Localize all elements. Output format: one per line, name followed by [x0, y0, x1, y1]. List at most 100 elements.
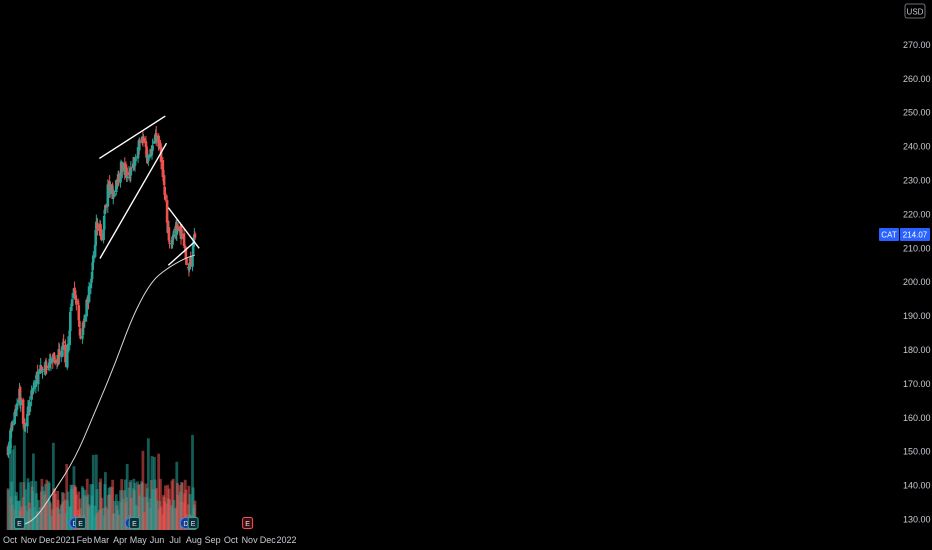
earnings-icon	[75, 517, 87, 529]
volume-bar	[51, 442, 55, 530]
trendline-triangle-lower[interactable]	[167, 240, 196, 266]
event-marker-earnings[interactable]: E	[187, 517, 199, 529]
candle-body	[74, 295, 78, 300]
candle-body	[142, 138, 146, 143]
candle-body	[93, 244, 97, 257]
volume-bar	[28, 508, 32, 530]
candle-body	[165, 200, 169, 223]
volume-bar	[159, 506, 163, 530]
candle-body	[179, 224, 183, 239]
candle-body	[56, 359, 60, 361]
candle-body	[133, 159, 137, 166]
candle-body	[108, 184, 112, 195]
candle-body	[147, 155, 150, 161]
event-marker-earnings[interactable]: E	[75, 517, 87, 529]
volume-bar	[49, 515, 53, 530]
candle-body	[157, 135, 160, 147]
last-price-badge	[900, 228, 930, 242]
volume-bar	[176, 494, 180, 530]
trendlines[interactable]	[98, 115, 200, 266]
candle-body	[134, 158, 137, 161]
volume-bar	[53, 493, 57, 530]
price-axis[interactable]: 130.00 140.00 150.00 160.00 170.00 180.00 190.…	[903, 40, 931, 525]
candle-body	[53, 357, 56, 359]
candle-body	[162, 175, 166, 185]
time-axis[interactable]: Oct Nov Dec 2021 Feb Mar Apr May Jun Jul Aug Sep Oct…	[3, 535, 297, 545]
candle-body	[144, 141, 148, 148]
candle-body	[24, 424, 27, 427]
candle-body	[91, 262, 94, 271]
candle-body	[62, 341, 65, 344]
trendline-wedge-lower[interactable]	[99, 142, 168, 259]
volume-bar	[91, 454, 95, 530]
event-marker-earnings[interactable]: E	[128, 517, 140, 529]
volume-bar	[117, 514, 121, 530]
event-marker-earnings-upcoming[interactable]: E	[242, 517, 254, 529]
candle-body	[40, 366, 44, 371]
time-tick-label: Dec	[39, 535, 56, 545]
candle-body	[70, 299, 74, 307]
volume-bar	[66, 491, 70, 530]
candle-body	[104, 206, 108, 208]
candle-body	[76, 303, 80, 305]
candle-body	[73, 290, 77, 296]
candle-body	[151, 145, 154, 151]
event-marker-earnings[interactable]: E	[13, 517, 25, 529]
candle-body	[89, 283, 93, 289]
volume-bar	[121, 499, 125, 530]
candle-body	[15, 409, 18, 411]
volume-bar	[104, 472, 107, 530]
volume-bar	[184, 489, 188, 530]
ticker-badge	[879, 228, 899, 242]
last-price-value: 214.07	[903, 231, 928, 240]
candle-body	[130, 167, 133, 169]
candle-body	[53, 360, 57, 364]
price-tick-label: 200.00	[903, 277, 931, 287]
candle-body	[92, 255, 95, 263]
candle-body	[61, 342, 65, 351]
volume-bar	[113, 500, 116, 530]
candle-body	[49, 357, 53, 364]
currency-box	[904, 3, 926, 19]
volume-bar	[58, 513, 61, 530]
candle-body	[79, 336, 82, 339]
volume-bar	[74, 494, 78, 530]
candle-body	[129, 167, 133, 176]
candle-body	[83, 315, 87, 322]
candle-body	[102, 215, 106, 230]
moving-average-line	[19, 254, 196, 527]
volume-bar	[11, 449, 15, 530]
candle-body	[102, 229, 105, 241]
volume-bar	[138, 484, 142, 530]
candle-body	[90, 271, 94, 280]
candle-body	[52, 353, 56, 359]
candle-body	[171, 236, 174, 245]
trendline-wedge-upper[interactable]	[98, 115, 166, 160]
volume-bar	[19, 482, 23, 530]
time-tick-label: Aug	[186, 535, 202, 545]
candle-body	[19, 400, 23, 406]
candle-body	[193, 233, 197, 238]
candle-body	[99, 224, 102, 237]
time-tick-label: Nov	[242, 535, 259, 545]
candle-body	[176, 226, 180, 231]
volume-bar	[22, 428, 26, 530]
candle-body	[191, 255, 194, 267]
volume-bar	[13, 445, 17, 530]
ticker-symbol: CAT	[881, 231, 897, 240]
time-tick-label: Feb	[77, 535, 93, 545]
candle-body	[34, 380, 38, 388]
candle-body	[77, 305, 81, 321]
event-markers[interactable]: EDEDEDEE	[13, 517, 254, 529]
candle-body	[103, 209, 107, 215]
last-price-label: CAT 214.07	[879, 228, 930, 242]
currency-label[interactable]: USD	[904, 3, 926, 19]
candle-body	[113, 193, 116, 197]
candle-body	[78, 320, 81, 327]
candle-body	[121, 162, 125, 168]
candle-body	[90, 278, 93, 283]
event-marker-label: E	[191, 521, 196, 528]
earnings-icon	[242, 517, 254, 529]
